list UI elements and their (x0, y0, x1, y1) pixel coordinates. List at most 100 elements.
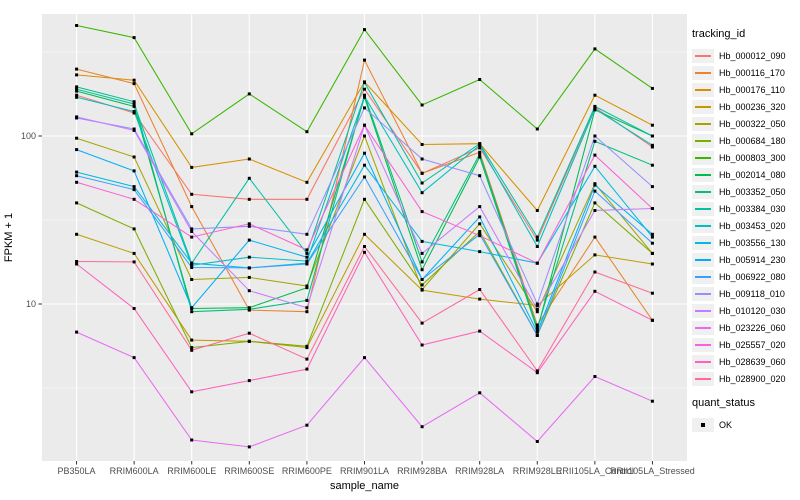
legend-key-swatch (692, 354, 714, 369)
data-point (132, 251, 136, 255)
legend-item-Hb_000176_110: Hb_000176_110 (692, 81, 798, 98)
x-tick-label: RRIM928LA (455, 466, 504, 476)
data-point (650, 145, 654, 149)
quant-legend-item-list: OK (692, 416, 798, 433)
data-point (190, 310, 194, 314)
data-point (190, 227, 194, 231)
legend-item-Hb_000012_090: Hb_000012_090 (692, 47, 798, 64)
data-point (305, 262, 309, 266)
legend-item-label: Hb_006922_080 (719, 271, 786, 282)
x-tick-label: RRIM600SE (224, 466, 274, 476)
legend-line-icon (695, 309, 711, 312)
legend-item-label: Hb_000684_180 (719, 135, 786, 146)
data-point (247, 238, 251, 242)
legend-title-quant-status: quant_status (692, 397, 755, 409)
data-point (132, 102, 136, 106)
data-point (363, 197, 366, 201)
legend-item-Hb_000236_320: Hb_000236_320 (692, 98, 798, 115)
data-point (535, 369, 539, 373)
data-point (132, 356, 136, 360)
data-point (535, 245, 539, 248)
data-point (650, 291, 654, 295)
data-point (190, 261, 194, 265)
legend-item-label: Hb_025557_020 (719, 339, 786, 350)
data-point (420, 143, 424, 146)
data-point (363, 123, 366, 127)
legend-item-label: Hb_003453_020 (719, 220, 786, 231)
data-point (132, 100, 136, 104)
data-point (535, 323, 539, 327)
data-point (247, 289, 251, 293)
data-point (478, 174, 482, 178)
data-point (650, 163, 654, 167)
x-axis-title: sample_name (330, 480, 399, 492)
data-point (420, 239, 424, 243)
data-point (478, 329, 482, 333)
legend-item-label: Hb_003352_050 (719, 186, 786, 197)
data-point (305, 310, 309, 314)
legend-line-icon (695, 54, 711, 57)
data-point (363, 163, 366, 167)
quant-legend-item: OK (692, 416, 798, 433)
data-point (132, 307, 136, 310)
legend-key-swatch (692, 99, 714, 114)
legend-item-label: Hb_028900_020 (719, 373, 786, 384)
data-point (593, 164, 597, 168)
data-point (363, 250, 366, 254)
x-tick-label: RRIM600PE (282, 466, 332, 476)
data-point (420, 251, 424, 255)
data-point (75, 87, 79, 91)
data-point (650, 262, 654, 266)
data-point (305, 306, 309, 310)
data-point (132, 227, 136, 231)
data-point (190, 348, 194, 352)
data-point (247, 176, 251, 180)
legend-item-Hb_003384_030: Hb_003384_030 (692, 200, 798, 217)
data-point (247, 255, 251, 259)
data-point (75, 174, 79, 178)
data-point (75, 232, 79, 236)
legend-item-Hb_003556_130: Hb_003556_130 (692, 234, 798, 251)
data-point (305, 251, 309, 255)
data-point (247, 224, 251, 228)
data-point (132, 82, 136, 86)
data-point (478, 152, 482, 156)
data-point (305, 344, 309, 348)
legend-line-icon (695, 241, 711, 244)
data-point (363, 81, 366, 85)
data-points (75, 24, 654, 449)
x-tick-label: RRIM600LE (167, 466, 216, 476)
data-point (650, 143, 654, 147)
data-point (132, 110, 136, 113)
legend-line-icon (695, 122, 711, 125)
legend-line-icon (695, 105, 711, 108)
x-tick-label: RRIM600LA (110, 466, 159, 476)
data-point (650, 399, 654, 403)
legend-item-label: Hb_000012_090 (719, 50, 786, 61)
data-point (305, 232, 309, 236)
data-point (593, 47, 597, 51)
legend-item-Hb_000803_300: Hb_000803_300 (692, 149, 798, 166)
data-point (363, 58, 366, 62)
data-point (247, 379, 251, 383)
data-point (190, 438, 194, 442)
legend-key-swatch (692, 286, 714, 301)
x-tick-label: RRIM928BA (397, 466, 447, 476)
legend: tracking_id Hb_000012_090 Hb_000116_170 Hb… (692, 28, 798, 443)
legend-line-icon (695, 156, 711, 159)
data-point (132, 169, 136, 173)
data-point (305, 259, 309, 263)
data-point (535, 261, 539, 265)
legend-line-icon (695, 292, 711, 295)
data-point (593, 289, 597, 293)
data-point (190, 263, 194, 267)
data-point (75, 201, 79, 205)
data-point (593, 375, 597, 378)
legend-line-icon (695, 139, 711, 142)
legend-line-icon (695, 173, 711, 176)
data-point (75, 136, 79, 140)
data-point (535, 326, 539, 330)
legend-item-label: Hb_003384_030 (719, 203, 786, 214)
data-point (247, 445, 251, 449)
data-point (420, 157, 424, 161)
